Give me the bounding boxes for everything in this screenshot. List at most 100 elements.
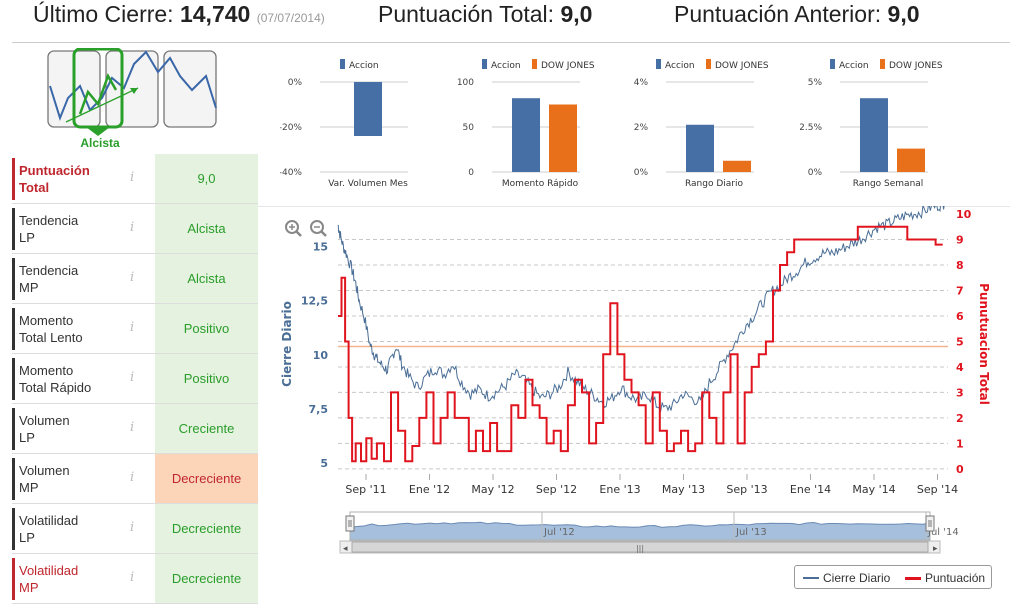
row-value: Decreciente — [155, 554, 258, 603]
mini-chart-0: Accion 0% -20% -40% Var. Volumen Mes — [279, 52, 450, 196]
x-tick-label: Ene '12 — [409, 483, 450, 496]
score-row[interactable]: Puntuación Total i 9,0 — [12, 154, 258, 204]
info-icon[interactable]: i — [130, 470, 135, 485]
zoom-out-icon[interactable] — [310, 220, 327, 237]
mini-bar — [860, 98, 888, 172]
uptrend-chart-icon — [46, 47, 220, 150]
mini-tick-label: -40% — [280, 168, 302, 178]
legend-item-score[interactable]: Puntuación — [905, 571, 985, 585]
y2-tick-label: 2 — [956, 412, 964, 425]
total-score: Puntuación Total: 9,0 — [378, 1, 593, 27]
mini-chart-2: Accion DOW JONES 4% 2% 0% Rango Diario — [626, 52, 796, 196]
x-tick-label: Sep '12 — [536, 483, 577, 496]
navigator-left-handle[interactable] — [345, 515, 355, 532]
y2-tick-label: 6 — [956, 310, 964, 323]
legend-item-price[interactable]: Cierre Diario — [803, 571, 890, 585]
mini-bar — [512, 98, 540, 172]
mini-chart-title: Momento Rápido — [502, 179, 579, 189]
mini-bar — [549, 104, 577, 172]
mini-tick-label: 0% — [634, 168, 649, 178]
score-series-line[interactable] — [338, 225, 943, 463]
mini-legend-label: Accion — [665, 61, 695, 71]
navigator-tick-label: Jul '13 — [735, 527, 767, 538]
y-tick-label: 5 — [320, 457, 328, 470]
info-icon[interactable]: i — [130, 520, 135, 535]
mini-legend-label: Accion — [349, 61, 379, 71]
mini-legend-swatch — [532, 59, 537, 69]
y-axis-title: Cierre Diario — [280, 301, 294, 387]
last-close-date: (07/07/2014) — [256, 11, 325, 25]
score-row[interactable]: Volatilidad MP i Decreciente — [12, 554, 258, 604]
scrollbar-grip: ||| — [636, 544, 644, 553]
row-value: Alcista — [155, 254, 258, 303]
mini-legend-label: Accion — [839, 61, 869, 71]
row-marker — [12, 408, 15, 450]
row-value: Decreciente — [155, 454, 258, 503]
y2-axis-title: Punutuacion Total — [977, 283, 991, 405]
mini-tick-label: 2.5% — [800, 123, 822, 133]
score-row[interactable]: Momento Total Rápido i Positivo — [12, 354, 258, 404]
info-icon[interactable]: i — [130, 420, 135, 435]
mini-legend-swatch — [656, 59, 661, 69]
mini-legend-item: DOW JONES — [532, 59, 595, 71]
info-icon[interactable]: i — [130, 320, 135, 335]
y2-tick-label: 10 — [956, 208, 972, 221]
mini-tick-label: 0 — [468, 168, 474, 178]
row-value: Creciente — [155, 404, 258, 453]
row-marker — [12, 558, 15, 600]
score-row[interactable]: Momento Total Lento i Positivo — [12, 304, 258, 354]
mini-tick-label: 2% — [634, 123, 649, 133]
mini-legend-swatch — [340, 59, 345, 69]
info-icon[interactable]: i — [130, 170, 135, 185]
price-series-line[interactable] — [337, 198, 945, 413]
mini-chart-title: Rango Diario — [685, 179, 744, 189]
navigator[interactable]: Jul '12 Jul '13 Jul '14 — [345, 511, 959, 541]
info-icon[interactable]: i — [130, 220, 135, 235]
mini-tick-label: 5% — [808, 78, 823, 88]
scroll-left-arrow[interactable]: ◂ — [343, 544, 348, 554]
mini-tick-label: 0% — [808, 168, 823, 178]
mini-legend-item: Accion — [830, 59, 869, 71]
mini-tick-label: 100 — [457, 78, 474, 88]
row-value: 9,0 — [155, 154, 258, 203]
mini-legend-swatch — [830, 59, 835, 69]
score-row[interactable]: Volumen LP i Creciente — [12, 404, 258, 454]
score-row[interactable]: Volumen MP i Decreciente — [12, 454, 258, 504]
scrollbar-thumb[interactable] — [351, 541, 929, 553]
info-icon[interactable]: i — [130, 570, 135, 585]
mini-chart-title: Var. Volumen Mes — [328, 179, 408, 189]
mini-legend-swatch — [482, 59, 487, 69]
navigator-scrollbar[interactable]: ◂ ▸ ||| — [339, 540, 941, 554]
mini-legend-label: DOW JONES — [889, 61, 943, 71]
zoom-in-icon[interactable] — [285, 220, 302, 237]
mini-legend-swatch — [706, 59, 711, 69]
score-row[interactable]: Tendencia MP i Alcista — [12, 254, 258, 304]
mini-legend-label: Accion — [491, 61, 521, 71]
mini-legend-item: Accion — [482, 59, 521, 71]
row-marker — [12, 358, 15, 400]
main-chart[interactable]: 5 7,5 10 12,5 15 0 1 2 3 4 5 6 7 8 9 10 Cierre Diario Pun… — [258, 198, 1010, 608]
info-icon[interactable]: i — [130, 370, 135, 385]
mini-legend-item: DOW JONES — [706, 59, 769, 71]
mini-chart-title: Rango Semanal — [853, 179, 924, 189]
row-label: Volatilidad LP — [19, 513, 79, 545]
scroll-right-arrow[interactable]: ▸ — [933, 544, 938, 554]
x-tick-label: Sep '14 — [917, 483, 958, 496]
navigator-right-handle[interactable] — [925, 515, 935, 532]
mini-legend-label: DOW JONES — [715, 61, 769, 71]
y2-tick-label: 9 — [956, 233, 964, 246]
mini-tick-label: -20% — [280, 123, 302, 133]
mini-chart-1: Accion DOW JONES 100 50 0 Momento Rápido — [452, 52, 622, 196]
mini-legend-item: Accion — [656, 59, 695, 71]
navigator-tick-label: Jul '14 — [927, 527, 959, 538]
mini-legend-swatch — [880, 59, 885, 69]
row-label: Puntuación Total — [19, 163, 90, 195]
score-row[interactable]: Volatilidad LP i Decreciente — [12, 504, 258, 554]
y2-tick-label: 8 — [956, 259, 964, 272]
row-marker — [12, 308, 15, 350]
info-icon[interactable]: i — [130, 270, 135, 285]
chart-legend[interactable]: Cierre Diario Puntuación — [794, 565, 992, 589]
y-tick-label: 10 — [313, 349, 329, 362]
mini-bar — [723, 160, 751, 172]
score-row[interactable]: Tendencia LP i Alcista — [12, 204, 258, 254]
